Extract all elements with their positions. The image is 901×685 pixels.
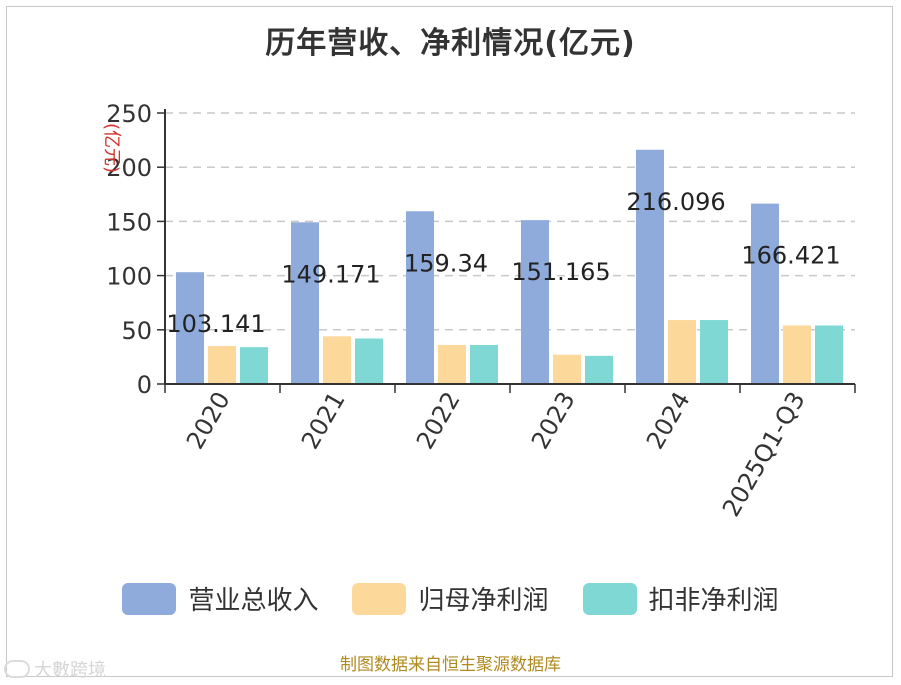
- bar-net-profit: [208, 346, 236, 384]
- y-tick-label: 50: [121, 317, 152, 345]
- bar-deducted-profit: [700, 320, 728, 384]
- bar-deducted-profit: [815, 325, 843, 384]
- bar-revenue: [176, 272, 204, 384]
- x-tick-label: 2020: [181, 387, 236, 454]
- bar-revenue: [521, 220, 549, 384]
- y-tick-label: 200: [106, 154, 152, 182]
- watermark: 大數跨境: [4, 656, 106, 682]
- y-tick-label: 0: [137, 371, 152, 399]
- chart-frame: [6, 6, 893, 677]
- legend-item-deducted-profit[interactable]: 扣非净利润: [582, 580, 779, 617]
- data-label: 166.421: [741, 242, 840, 270]
- data-label: 103.141: [166, 310, 265, 338]
- bar-net-profit: [668, 320, 696, 384]
- bar-net-profit: [438, 344, 466, 384]
- bar-deducted-profit: [585, 355, 613, 384]
- bar-revenue: [291, 222, 319, 384]
- x-tick-label: 2021: [296, 387, 351, 454]
- legend-swatch-net-profit: [352, 582, 407, 615]
- watermark-text: 大數跨境: [34, 660, 106, 681]
- x-tick-label: 2025Q1-Q3: [717, 387, 811, 521]
- data-source-note: 制图数据来自恒生聚源数据库: [340, 655, 561, 675]
- data-label: 159.34: [404, 249, 488, 277]
- data-label: 151.165: [511, 258, 610, 286]
- legend-label-deducted-profit: 扣非净利润: [648, 586, 779, 616]
- bar-revenue: [751, 203, 779, 384]
- bar-net-profit: [783, 325, 811, 384]
- legend: 营业总收入 归母净利润 扣非净利润: [0, 580, 901, 617]
- legend-swatch-deducted-profit: [582, 582, 637, 615]
- x-tick-label: 2024: [641, 387, 696, 454]
- bar-deducted-profit: [470, 344, 498, 384]
- x-tick-label: 2022: [411, 387, 466, 454]
- y-tick-label: 250: [106, 100, 152, 128]
- data-label: 216.096: [626, 188, 725, 216]
- bar-revenue: [636, 149, 664, 384]
- data-label: 149.171: [281, 260, 380, 288]
- legend-item-net-profit[interactable]: 归母净利润: [352, 580, 549, 617]
- chart-title: 历年营收、净利情况(亿元): [265, 26, 636, 61]
- bar-net-profit: [553, 354, 581, 384]
- bar-revenue: [406, 211, 434, 384]
- legend-swatch-revenue: [122, 582, 177, 615]
- bar-net-profit: [323, 336, 351, 384]
- legend-label-net-profit: 归母净利润: [418, 586, 549, 616]
- y-tick-label: 150: [106, 208, 152, 236]
- bar-deducted-profit: [240, 347, 268, 384]
- bar-deducted-profit: [355, 338, 383, 384]
- watermark-logo-icon: [4, 660, 30, 678]
- x-tick-label: 2023: [526, 387, 581, 454]
- legend-label-revenue: 营业总收入: [188, 586, 319, 616]
- legend-item-revenue[interactable]: 营业总收入: [122, 580, 318, 617]
- y-axis-label: (亿元): [101, 123, 122, 173]
- y-tick-label: 100: [106, 263, 152, 291]
